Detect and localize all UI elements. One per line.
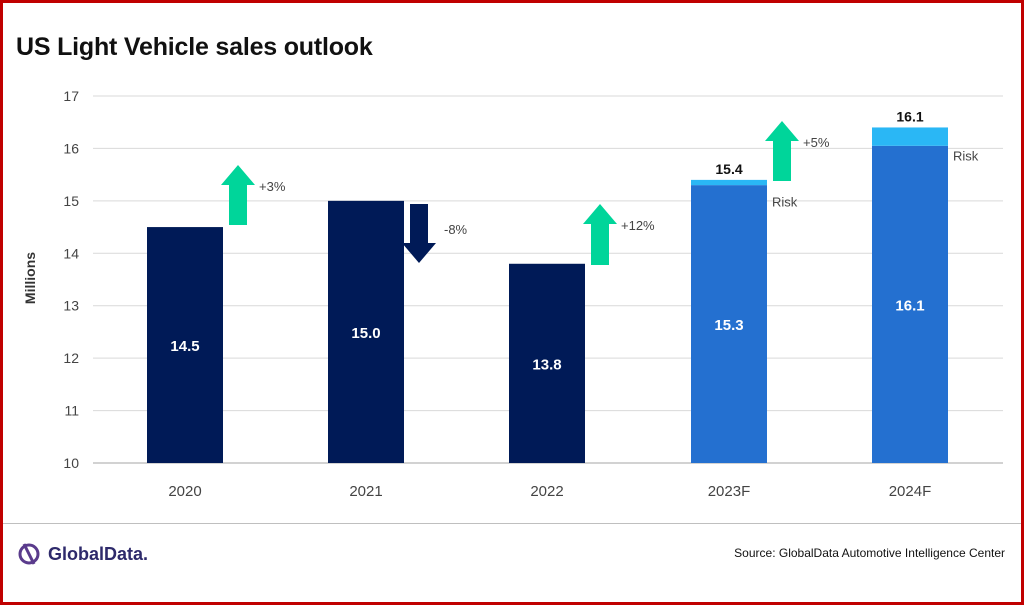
y-tick-label: 14 <box>63 245 79 261</box>
y-axis-label: Millions <box>22 252 38 304</box>
x-tick-label: 2022 <box>530 483 563 500</box>
risk-segment <box>872 127 948 146</box>
bar-value-label: 14.5 <box>170 338 199 355</box>
globaldata-logo-icon <box>18 543 40 565</box>
up-arrow-icon <box>583 204 617 265</box>
change-label: +12% <box>621 218 655 233</box>
bar-value-label: 13.8 <box>532 356 561 373</box>
down-arrow-icon <box>402 204 436 263</box>
chart-title: US Light Vehicle sales outlook <box>16 33 373 61</box>
bar <box>872 145 948 464</box>
x-tick-label: 2021 <box>349 483 382 500</box>
x-tick-label: 2020 <box>168 483 201 500</box>
y-tick-label: 13 <box>63 298 79 314</box>
logo-text: GlobalData. <box>48 543 149 564</box>
total-label: 16.1 <box>896 108 923 124</box>
globaldata-logo: GlobalData. <box>18 540 148 568</box>
y-tick-label: 16 <box>63 140 79 156</box>
change-label: -8% <box>444 222 468 237</box>
x-tick-label: 2024F <box>889 483 932 500</box>
y-tick-label: 12 <box>63 350 79 366</box>
source-note: Source: GlobalData Automotive Intelligen… <box>734 546 1005 560</box>
bar <box>328 200 404 463</box>
y-tick-label: 15 <box>63 193 79 209</box>
risk-segment <box>691 179 767 186</box>
bar-value-label: 15.3 <box>714 317 743 334</box>
bar <box>691 185 767 463</box>
bar <box>147 227 223 463</box>
bar-value-label: 16.1 <box>895 297 924 314</box>
risk-label: Risk <box>772 195 798 210</box>
bar-value-label: 15.0 <box>351 325 380 342</box>
x-tick-label: 2023F <box>708 483 751 500</box>
y-tick-label: 10 <box>63 455 79 471</box>
footer-divider <box>3 523 1021 524</box>
bar <box>509 263 585 463</box>
y-tick-label: 11 <box>64 403 79 419</box>
y-tick-label: 17 <box>63 88 79 104</box>
change-label: +5% <box>803 135 830 150</box>
up-arrow-icon <box>221 165 255 225</box>
up-arrow-icon <box>765 121 799 181</box>
risk-label: Risk <box>953 149 979 164</box>
bar-chart: 10 11 12 13 14 15 16 17 14.5 2020 15.0 2021 13.8 2022… <box>22 88 1003 500</box>
change-label: +3% <box>259 179 286 194</box>
total-label: 15.4 <box>715 161 742 177</box>
